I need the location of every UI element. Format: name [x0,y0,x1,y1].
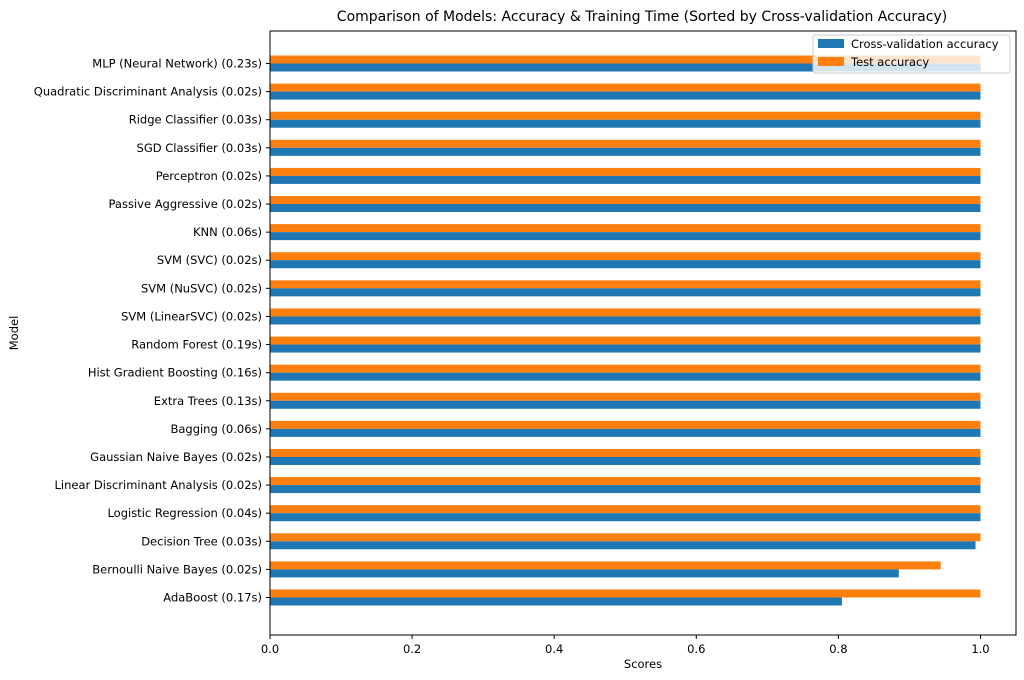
x-tick-label: 0.4 [545,642,563,656]
bar-series-1-row-9 [270,308,981,317]
bar-series-1-row-14 [270,448,981,457]
bar-series-0-row-13 [270,428,981,437]
y-tick-label: Random Forest (0.19s) [131,338,262,352]
y-tick-label: SVM (NuSVC) (0.02s) [141,281,262,295]
bar-series-1-row-19 [270,589,981,598]
bar-series-0-row-5 [270,204,981,213]
legend: Cross-validation accuracy Test accuracy [812,34,1011,74]
legend-label-0: Cross-validation accuracy [851,37,999,51]
y-tick-label: Decision Tree (0.03s) [141,534,262,548]
y-tick-label: Gaussian Naive Bayes (0.02s) [90,450,262,464]
bar-series-0-row-6 [270,232,981,241]
y-tick-label: SVM (LinearSVC) (0.02s) [121,309,262,323]
bar-series-1-row-3 [270,139,981,148]
bar-series-1-row-1 [270,83,981,92]
y-axis-title: Model [7,316,21,351]
bar-series-1-row-16 [270,505,981,514]
bar-series-1-row-7 [270,252,981,261]
bar-series-0-row-8 [270,288,981,297]
y-tick-label: Passive Aggressive (0.02s) [109,197,262,211]
y-tick-label: Quadratic Discriminant Analysis (0.02s) [34,85,262,99]
bar-series-1-row-11 [270,364,981,373]
x-axis-title: Scores [624,657,662,671]
bar-series-1-row-6 [270,224,981,233]
bar-series-0-row-17 [270,541,976,550]
x-tick-label: 0.6 [687,642,705,656]
y-tick-label: Perceptron (0.02s) [156,169,262,183]
y-tick-label: Linear Discriminant Analysis (0.02s) [55,478,262,492]
bar-series-0-row-0 [270,63,981,72]
bar-series-1-row-2 [270,111,981,120]
bar-series-1-row-4 [270,167,981,176]
bar-series-1-row-5 [270,196,981,205]
y-tick-label: Hist Gradient Boosting (0.16s) [88,366,262,380]
bar-series-0-row-11 [270,372,981,381]
bar-series-0-row-3 [270,147,981,156]
bar-series-0-row-15 [270,485,981,494]
bar-series-0-row-12 [270,400,981,409]
legend-box [812,34,1011,74]
plot-frame [269,30,1017,636]
bar-series-1-row-0 [270,55,981,64]
y-tick-label: Bernoulli Naive Bayes (0.02s) [92,562,262,576]
x-tick-label: 0.8 [829,642,847,656]
legend-swatch-0 [818,39,844,48]
x-tick-label: 0.0 [261,642,279,656]
bars-group [270,55,981,606]
bar-series-1-row-12 [270,392,981,401]
bar-series-0-row-9 [270,316,981,325]
y-tick-label: Extra Trees (0.13s) [154,394,262,408]
bar-series-0-row-1 [270,91,981,100]
bar-series-1-row-10 [270,336,981,345]
bar-series-0-row-14 [270,456,981,465]
bar-series-1-row-8 [270,280,981,289]
bar-series-1-row-18 [270,561,941,570]
legend-swatch-1 [818,57,844,66]
y-tick-label: KNN (0.06s) [193,225,262,239]
bar-series-1-row-13 [270,420,981,429]
bar-series-0-row-18 [270,569,899,578]
bar-series-0-row-19 [270,597,842,606]
y-tick-labels: MLP (Neural Network) (0.23s) Quadratic Di… [34,57,270,605]
y-tick-label: AdaBoost (0.17s) [163,591,262,605]
bar-series-0-row-10 [270,344,981,353]
bar-series-1-row-15 [270,477,981,486]
chart-title: Comparison of Models: Accuracy & Trainin… [337,9,947,25]
legend-label-1: Test accuracy [850,55,929,69]
bar-series-0-row-2 [270,119,981,128]
y-tick-label: Bagging (0.06s) [170,422,262,436]
bar-series-0-row-7 [270,260,981,269]
y-tick-label: Logistic Regression (0.04s) [107,506,262,520]
y-tick-label: SGD Classifier (0.03s) [137,141,262,155]
bar-series-0-row-16 [270,513,981,522]
y-tick-label: SVM (SVC) (0.02s) [157,253,262,267]
y-tick-label: Ridge Classifier (0.03s) [129,113,262,127]
x-tick-labels: 0.0 0.2 0.4 0.6 0.8 1.0 [261,635,990,656]
x-tick-label: 1.0 [971,642,989,656]
y-tick-label: MLP (Neural Network) (0.23s) [92,57,262,71]
x-tick-label: 0.2 [403,642,421,656]
bar-series-1-row-17 [270,533,981,542]
bar-series-0-row-4 [270,175,981,184]
